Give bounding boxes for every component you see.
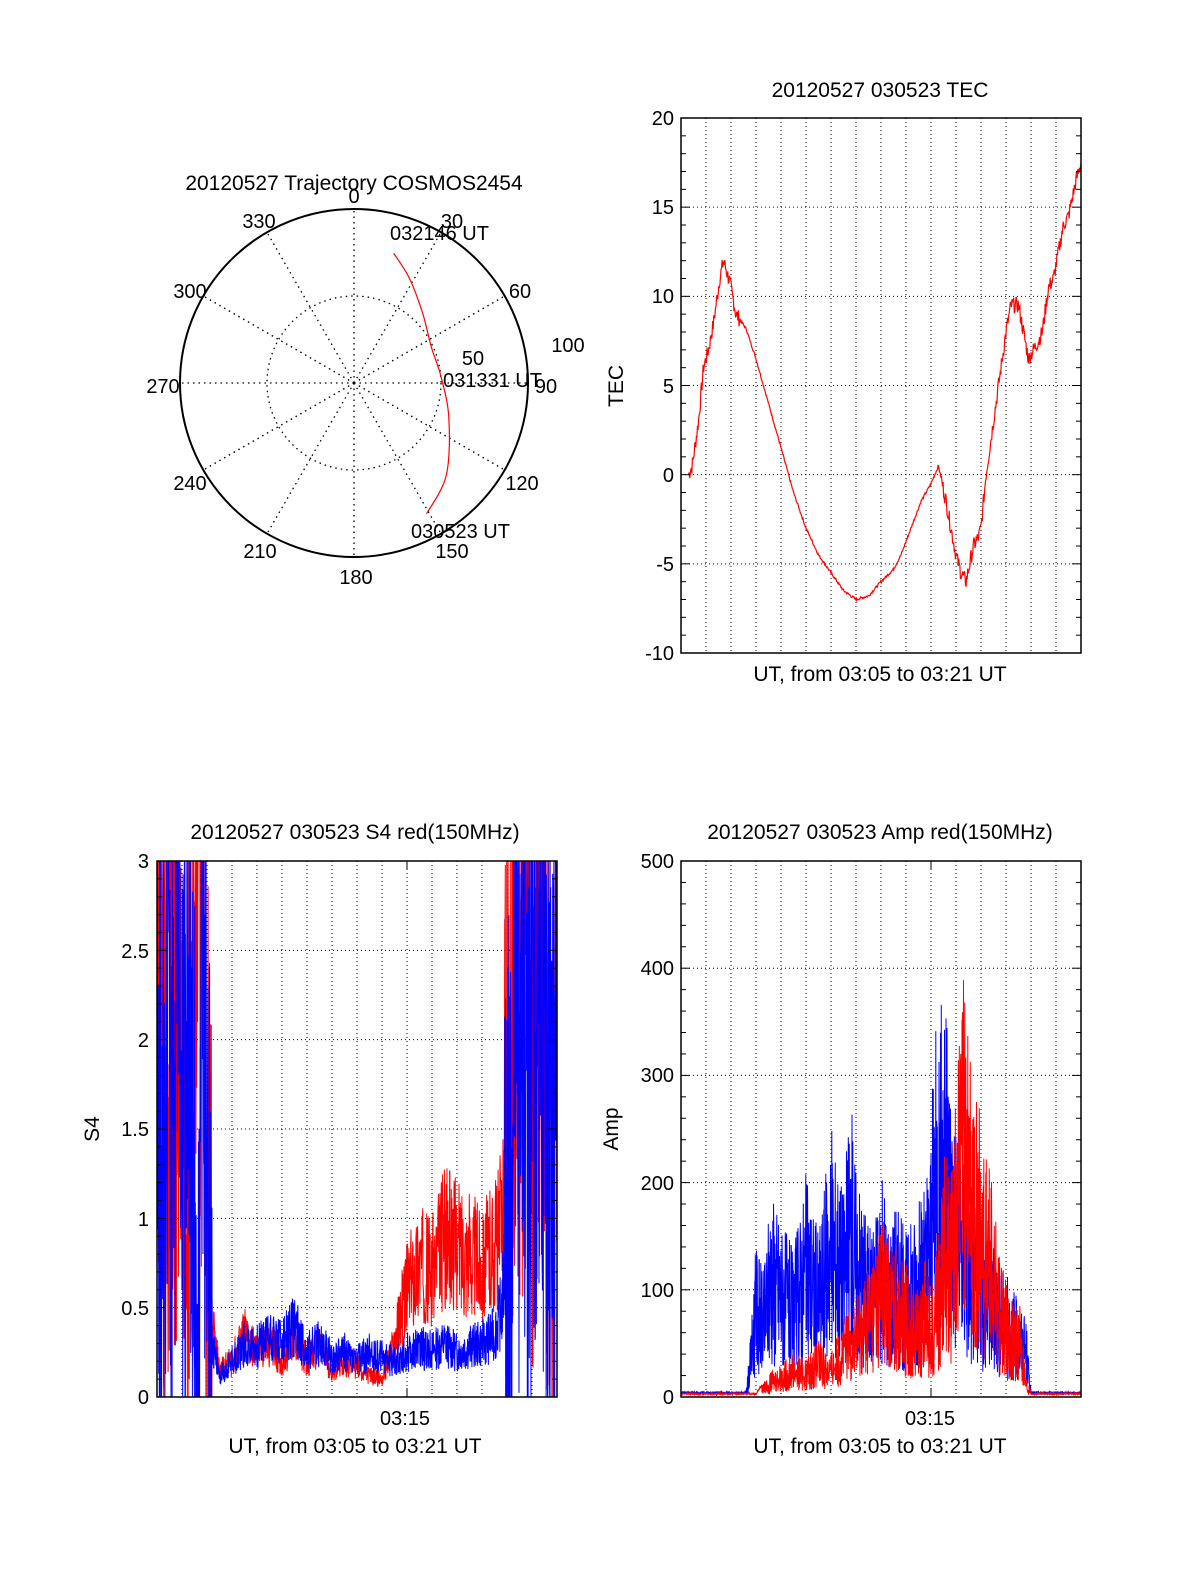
annotation-031331: 031331 UT	[443, 370, 542, 392]
polar-outer-circle	[179, 208, 529, 558]
polar-grid-spoke-30	[353, 231, 442, 384]
amp-grid	[681, 861, 1081, 1397]
tec-tick-marks	[681, 117, 1081, 654]
s4-ytick: 2.5	[121, 941, 149, 963]
polar-grid-circle-50	[266, 295, 442, 471]
polar-grid-spoke-240	[202, 382, 355, 471]
tec-ytick-labels: -10 -5 0 5 10 15 20	[645, 108, 674, 665]
tec-ytick: 10	[652, 286, 674, 308]
amp-ytick: 500	[641, 851, 674, 873]
annotation-032146: 032146 UT	[390, 223, 489, 245]
radius-label-100: 100	[551, 335, 584, 357]
az-label-60: 60	[509, 281, 531, 303]
az-label-150: 150	[435, 541, 468, 563]
amp-red-series-line	[680, 980, 1082, 1397]
tec-ytick: 5	[663, 376, 674, 398]
amp-ytick: 400	[641, 958, 674, 980]
amp-axes-frame	[680, 860, 1082, 1398]
az-label-120: 120	[505, 473, 538, 495]
annotation-030523: 030523 UT	[411, 521, 510, 543]
polar-grid	[180, 209, 528, 557]
az-label-240: 240	[173, 473, 206, 495]
tec-grid	[681, 118, 1081, 653]
tec-ytick: 0	[663, 465, 674, 487]
s4-ytick: 0.5	[121, 1298, 149, 1320]
polar-grid-spoke-150	[353, 382, 442, 535]
amp-ytick-labels: 0 100 200 300 400 500	[641, 851, 674, 1409]
az-label-300: 300	[173, 281, 206, 303]
tec-title: 20120527 030523 TEC	[772, 79, 989, 102]
s4-ytick: 3	[138, 851, 149, 873]
polar-azimuth-labels: 0 30 60 90 120 150 180 210 240 270 300 3…	[146, 186, 557, 589]
az-label-180: 180	[339, 567, 372, 589]
s4-ytick: 1.5	[121, 1119, 149, 1141]
tec-ytick: -10	[645, 643, 674, 665]
az-label-210: 210	[243, 541, 276, 563]
amp-xtick-label: 03:15	[905, 1408, 955, 1430]
amp-ylabel: Amp	[600, 1107, 623, 1150]
polar-title: 20120527 Trajectory COSMOS2454	[185, 172, 523, 195]
s4-xlabel: UT, from 03:05 to 03:21 UT	[228, 1435, 481, 1458]
tec-ytick: 15	[652, 197, 674, 219]
amp-ytick: 300	[641, 1065, 674, 1087]
amp-panel: 20120527 030523 Amp red(150MHz) 0 100 20…	[600, 821, 1082, 1458]
s4-xtick-label: 03:15	[380, 1408, 430, 1430]
s4-title: 20120527 030523 S4 red(150MHz)	[190, 821, 519, 844]
s4-panel: 20120527 030523 S4 red(150MHz) 0 0.5 1 1…	[81, 821, 558, 1458]
s4-grid	[157, 861, 557, 1397]
tec-ytick: 20	[652, 108, 674, 130]
s4-tick-marks	[157, 860, 557, 1398]
tec-ytick: -5	[656, 554, 674, 576]
s4-ytick: 1	[138, 1209, 149, 1231]
az-label-270: 270	[146, 376, 179, 398]
amp-ytick: 200	[641, 1173, 674, 1195]
s4-ytick: 0	[138, 1387, 149, 1409]
az-label-330: 330	[242, 211, 275, 233]
s4-blue-series-line	[156, 860, 558, 1398]
az-label-0: 0	[348, 186, 359, 208]
tec-ylabel: TEC	[605, 365, 628, 407]
amp-blue-series-line	[680, 1004, 1082, 1396]
tec-panel: 20120527 030523 TEC -10 -5 0 5 10 15 20 …	[605, 79, 1082, 686]
polar-trajectory-line	[393, 252, 451, 515]
radius-label-50: 50	[462, 348, 484, 370]
tec-xlabel: UT, from 03:05 to 03:21 UT	[753, 663, 1006, 686]
tec-series-line	[687, 162, 1082, 603]
polar-grid-spoke-210	[266, 382, 355, 535]
s4-ylabel: S4	[81, 1116, 104, 1142]
polar-grid-spoke-120	[353, 382, 506, 471]
amp-tick-marks	[681, 860, 1081, 1398]
polar-grid-spoke-60	[353, 295, 506, 384]
polar-grid-spoke-330	[266, 231, 355, 384]
amp-xlabel: UT, from 03:05 to 03:21 UT	[753, 1435, 1006, 1458]
s4-ytick-labels: 0 0.5 1 1.5 2 2.5 3	[121, 851, 149, 1409]
amp-title: 20120527 030523 Amp red(150MHz)	[707, 821, 1053, 844]
az-label-90: 90	[535, 376, 557, 398]
amp-ytick: 0	[663, 1387, 674, 1409]
az-label-30: 30	[441, 211, 463, 233]
polar-grid-spoke-300	[202, 295, 355, 384]
s4-ytick: 2	[138, 1030, 149, 1052]
amp-ytick: 100	[641, 1280, 674, 1302]
polar-panel: 20120527 Trajectory COSMOS2454 0 30 60 9…	[146, 172, 584, 589]
